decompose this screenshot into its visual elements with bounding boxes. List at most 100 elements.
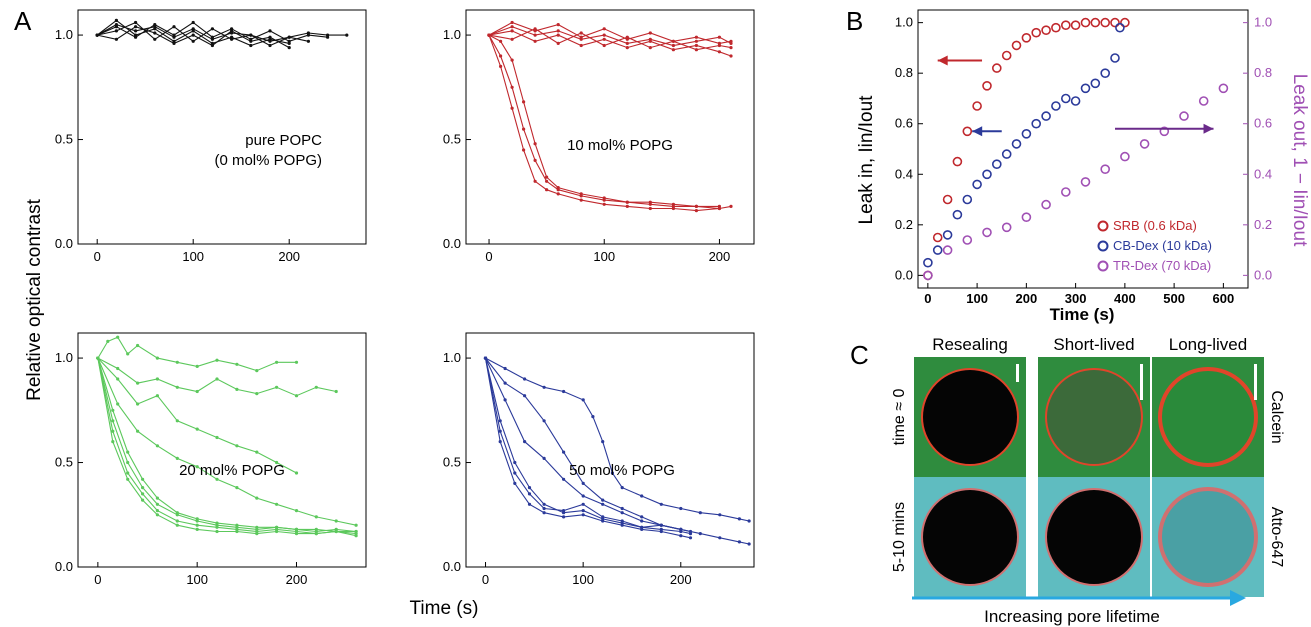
data-point [172, 33, 176, 37]
x-tick-label: 500 [1163, 291, 1185, 306]
data-point [694, 209, 699, 213]
data-point [625, 41, 629, 46]
plot-10-popg: 0.0 0.5 1.0 0 100 200 10 mol% POPG [443, 9, 755, 264]
data-point [195, 389, 199, 394]
data-point [972, 179, 982, 190]
x-tick-label: 0 [482, 572, 489, 587]
data-point [1031, 27, 1041, 38]
data-point [579, 198, 583, 202]
data-point [1021, 32, 1032, 43]
data-point [175, 456, 179, 460]
data-point [126, 450, 130, 454]
data-point [1110, 17, 1120, 28]
data-point [527, 486, 532, 490]
scale-bar [1140, 364, 1143, 400]
data-point [334, 529, 338, 534]
data-point [698, 511, 702, 515]
y-tick-label: 0.0 [443, 236, 461, 251]
x-tick-label: 0 [94, 249, 101, 264]
data-point [1080, 83, 1091, 94]
condition-label: 10 mol% POPG [567, 137, 673, 154]
data-point [737, 517, 742, 521]
data-point [175, 419, 179, 423]
data-point [111, 429, 115, 433]
data-point [523, 440, 527, 444]
data-point [114, 29, 118, 33]
y-tick-label-left: 0.6 [895, 116, 913, 131]
data-point [294, 532, 299, 536]
data-point [114, 25, 118, 29]
data-point [1001, 50, 1012, 61]
data-point [1011, 40, 1022, 51]
data-point [255, 369, 259, 373]
data-point [591, 415, 595, 419]
data-point [671, 48, 676, 52]
data-point [134, 20, 138, 25]
data-point [581, 513, 585, 517]
data-point [688, 536, 693, 540]
x-tick-label: 100 [182, 249, 204, 264]
y-tick-label: 0.0 [443, 559, 461, 574]
data-point [191, 33, 195, 37]
data-point [562, 511, 566, 515]
y-tick-label: 0.0 [55, 236, 73, 251]
data-point [1061, 187, 1071, 197]
data-point [255, 450, 259, 454]
legend-label: CB-Dex (10 kDa) [1113, 238, 1212, 253]
data-point [195, 465, 199, 469]
data-point [688, 529, 693, 534]
data-point [141, 498, 145, 502]
data-point [155, 377, 159, 381]
data-point [527, 492, 532, 496]
y-tick-label: 0.5 [443, 132, 461, 147]
data-point [153, 31, 157, 35]
data-point [513, 460, 517, 465]
data-point [275, 360, 279, 364]
series-line [488, 34, 720, 207]
data-point [542, 456, 546, 460]
data-point [513, 471, 517, 475]
vesicle [921, 368, 1019, 466]
data-point [111, 408, 115, 412]
legend-marker [1097, 240, 1109, 252]
data-point [1090, 17, 1101, 28]
y-tick-label-left: 0.2 [895, 217, 913, 232]
data-point [306, 33, 310, 37]
data-point [155, 444, 159, 448]
data-point [503, 381, 507, 385]
data-point [175, 519, 179, 523]
row-label-right: Atto-647 [1268, 507, 1285, 568]
data-point [737, 540, 742, 544]
data-point [134, 35, 138, 39]
data-point [522, 100, 526, 104]
data-point [545, 179, 549, 183]
data-point [533, 27, 537, 31]
data-point [602, 37, 606, 41]
data-point [640, 525, 644, 529]
data-point [215, 435, 219, 440]
data-point [153, 27, 157, 31]
series-line [97, 357, 357, 526]
data-point [1041, 199, 1051, 210]
data-point [542, 419, 546, 423]
data-point [175, 511, 179, 515]
data-point [562, 477, 566, 481]
data-point [542, 506, 546, 511]
data-point [126, 460, 130, 465]
data-point [136, 429, 140, 433]
data-point [195, 427, 199, 431]
data-point [679, 527, 683, 532]
panel-letter-a: A [14, 6, 32, 36]
data-point [625, 204, 629, 208]
data-point [215, 477, 219, 481]
data-point [620, 521, 624, 525]
data-point [694, 39, 699, 43]
data-point [923, 270, 933, 281]
data-point [126, 352, 130, 356]
plot-frame [77, 332, 367, 568]
data-point [116, 335, 120, 339]
data-point [729, 204, 733, 208]
data-point [249, 43, 253, 48]
data-point [510, 20, 514, 25]
data-point [523, 377, 527, 381]
